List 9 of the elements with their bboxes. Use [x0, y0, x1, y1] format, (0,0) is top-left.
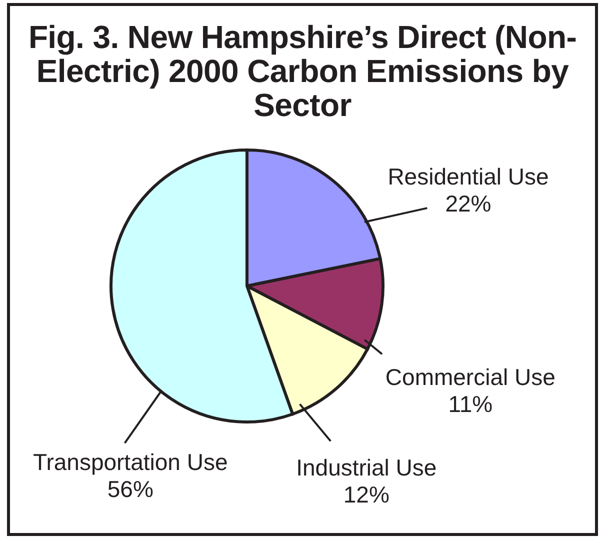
data-label: 11% [448, 390, 493, 417]
data-label: 56% [107, 476, 154, 502]
chart-title: Fig. 3. New Hampshire’s Direct (Non-Electric) 2000 Carbon Emissions by Sector [27, 19, 578, 123]
data-label: 22% [445, 190, 492, 217]
slice-label: Transportation Use [33, 449, 228, 476]
data-label: 12% [343, 481, 390, 508]
slice-label: Residential Use [388, 164, 549, 190]
slice-label: Commercial Use [385, 364, 556, 390]
slice-label: Industrial Use [296, 454, 437, 480]
